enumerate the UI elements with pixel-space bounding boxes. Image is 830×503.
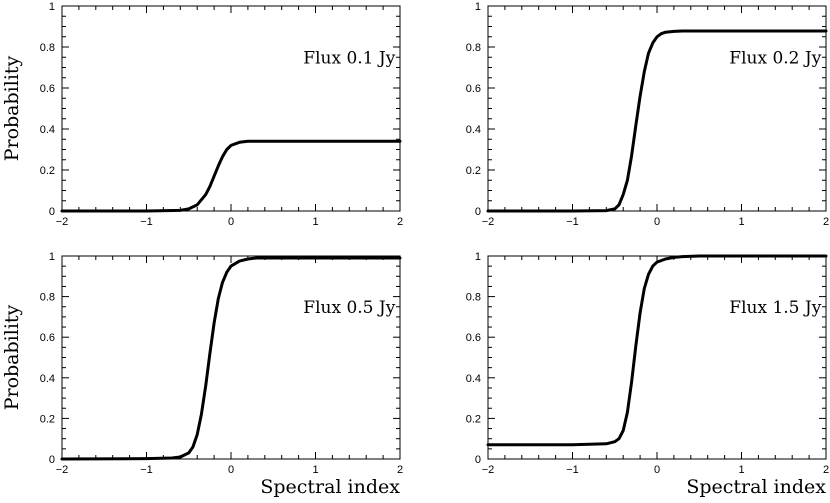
panel-2-y-tick-label: 1 (475, 1, 481, 13)
panel-1-y-tick-label: 0.4 (40, 124, 55, 136)
panel-3-probability-curve (60, 256, 402, 461)
panel-2-y-tick-label: 0.6 (466, 83, 481, 95)
panel-3-flux-label: Flux 0.5 Jy (303, 298, 395, 318)
panel-4-y-tick-label: 0.2 (466, 413, 481, 425)
panel-4-y-tick-label: 1 (475, 251, 481, 263)
panel-1-y-tick-label: 0.8 (40, 42, 55, 54)
panel-1-x-tick-label: 0 (228, 216, 234, 228)
panel-4-x-tick-label: 2 (823, 464, 829, 476)
panel-3-x-axis-title: Spectral index (260, 476, 400, 498)
panel-3-y-axis-title: Probability (1, 304, 23, 410)
panel-1-x-tick-label: −2 (56, 216, 69, 228)
panel-3-x-tick-label: 0 (228, 464, 234, 476)
panel-4-y-tick-label: 0.4 (466, 373, 481, 385)
panel-3-y-tick-label: 0.2 (40, 413, 55, 425)
panel-2-x-tick-label: 1 (738, 216, 744, 228)
panel-3-y-tick-label: 0.8 (40, 292, 55, 304)
panel-1-y-axis-title: Probability (1, 55, 23, 161)
panel-4-x-tick-label: −1 (566, 464, 579, 476)
panel-1-probability-curve (60, 139, 402, 213)
panel-4-x-tick-label: −2 (482, 464, 495, 476)
panel-4-flux-label: Flux 1.5 Jy (729, 298, 821, 318)
panel-2-x-tick-label: 0 (654, 216, 660, 228)
panel-4-frame (487, 255, 827, 460)
panel-3-y-tick-label: 1 (49, 251, 55, 263)
panel-2-flux-label: Flux 0.2 Jy (729, 48, 821, 68)
panel-3-y-tick-label: 0.6 (40, 332, 55, 344)
panel-4-x-tick-label: 1 (738, 464, 744, 476)
panel-2-y-tick-label: 0.2 (466, 165, 481, 177)
panel-3-x-tick-label: 2 (397, 464, 403, 476)
panel-4-y-tick-label: 0 (475, 454, 481, 466)
panel-2-x-tick-label: −2 (482, 216, 495, 228)
panel-2-x-tick-label: −1 (566, 216, 579, 228)
panel-2-y-tick-label: 0 (475, 206, 481, 218)
panel-3-y-tick-label: 0 (49, 454, 55, 466)
panel-1-y-tick-label: 1 (49, 1, 55, 13)
panel-3-frame (61, 255, 401, 460)
panel-4-x-axis-title: Spectral index (686, 476, 826, 498)
panel-1-x-tick-label: 2 (397, 216, 403, 228)
panel-2-x-tick-label: 2 (823, 216, 829, 228)
panel-1-flux-label: Flux 0.1 Jy (303, 48, 395, 68)
panel-3-y-tick-label: 0.4 (40, 373, 55, 385)
panel-4-y-tick-label: 0.6 (466, 332, 481, 344)
panel-1-x-tick-label: 1 (312, 216, 318, 228)
panel-3-x-tick-label: 1 (312, 464, 318, 476)
panel-4-y-tick-label: 0.8 (466, 292, 481, 304)
panel-3-x-tick-label: −2 (56, 464, 69, 476)
panel-2-y-tick-label: 0.8 (466, 42, 481, 54)
panel-1-y-tick-label: 0.2 (40, 165, 55, 177)
panel-1-y-tick-label: 0 (49, 206, 55, 218)
panel-1-x-tick-label: −1 (140, 216, 153, 228)
panel-3-x-tick-label: −1 (140, 464, 153, 476)
panel-2-y-tick-label: 0.4 (466, 124, 481, 136)
panel-1-frame (61, 5, 401, 212)
panel-4-x-tick-label: 0 (654, 464, 660, 476)
panel-4-probability-curve (486, 254, 828, 447)
panel-1-y-tick-label: 0.6 (40, 83, 55, 95)
panel-2-probability-curve (486, 29, 828, 213)
